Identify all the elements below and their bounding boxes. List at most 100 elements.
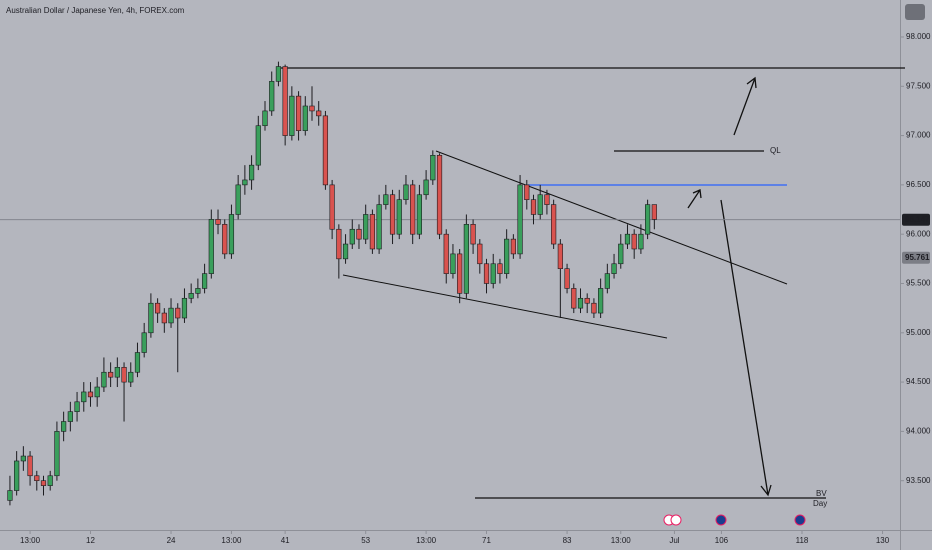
x-tick-label: 106	[715, 536, 729, 545]
candle-body	[47, 475, 53, 486]
candle-body	[121, 367, 127, 383]
candle-body	[302, 105, 308, 131]
price-label-box	[902, 213, 930, 226]
candle-body	[504, 238, 510, 274]
y-tick-label: 95.000	[906, 328, 931, 337]
candle-body	[262, 110, 268, 127]
candle-body	[618, 243, 624, 265]
candle-body	[483, 263, 490, 284]
candle-body	[168, 307, 174, 324]
candle-body	[40, 480, 47, 486]
price-label: 96.147	[905, 215, 930, 224]
candle-body	[235, 184, 241, 215]
y-tick-label: 97.500	[906, 81, 931, 90]
candle-body	[222, 224, 228, 255]
candle-body	[410, 184, 416, 235]
candle-body	[215, 219, 221, 225]
candle-body	[336, 228, 342, 260]
candle-body	[295, 95, 302, 131]
candle-body	[7, 490, 13, 501]
candle-body	[195, 288, 201, 294]
event-icon[interactable]	[794, 514, 806, 526]
candle-body	[530, 199, 537, 215]
drawings	[277, 67, 905, 499]
candle-body	[389, 194, 396, 235]
candle-body	[208, 219, 214, 274]
candle-body	[316, 110, 322, 117]
event-icon[interactable]	[670, 514, 682, 526]
candle-body	[275, 66, 282, 82]
candle-body	[181, 297, 188, 319]
candle-body	[101, 371, 107, 388]
candle-body	[524, 184, 530, 200]
y-tick-label: 94.500	[906, 377, 931, 386]
candle-body	[363, 214, 369, 240]
candle-body	[416, 194, 422, 235]
candle-body	[87, 391, 94, 398]
candle-body	[255, 125, 261, 166]
candle-body	[376, 204, 382, 250]
candle-body	[161, 312, 167, 324]
candle-body	[631, 233, 637, 250]
candle-body	[67, 411, 73, 422]
candle-body	[604, 273, 610, 289]
arrow	[733, 76, 757, 136]
candle-body	[443, 233, 449, 274]
x-tick-label: 53	[361, 536, 370, 545]
y-tick-label: 93.500	[906, 476, 931, 485]
candle-body	[349, 228, 355, 245]
event-icon[interactable]	[715, 514, 727, 526]
candle-body	[584, 297, 590, 304]
trend-line	[342, 274, 668, 339]
candle-body	[436, 155, 443, 235]
candle-body	[248, 164, 255, 181]
candle-body	[141, 332, 147, 353]
candle-body	[450, 253, 456, 274]
candle-body	[61, 421, 67, 432]
candle-body	[289, 95, 295, 136]
y-tick-label: 96.500	[906, 180, 931, 189]
price-label: 95.761	[905, 253, 930, 262]
candle-body	[611, 263, 617, 274]
x-tick-label: 41	[281, 536, 290, 545]
arrow	[687, 189, 702, 209]
candle-body	[591, 302, 597, 314]
candle-body	[269, 81, 275, 112]
candle-body	[369, 214, 376, 250]
y-tick-label: 97.000	[906, 131, 931, 140]
candle-body	[510, 238, 516, 255]
candle-body	[396, 199, 402, 235]
candle-body	[470, 224, 476, 245]
settings-button[interactable]	[905, 4, 925, 20]
candle-body	[577, 297, 584, 309]
candle-body	[430, 155, 436, 181]
candle-body	[537, 194, 543, 215]
x-tick-label: 12	[86, 536, 95, 545]
candle-body	[403, 184, 409, 200]
x-tick-label: 71	[482, 536, 491, 545]
candle-body	[463, 224, 469, 294]
candle-body	[14, 460, 20, 491]
x-tick-label: 13:00	[20, 536, 41, 545]
candle-body	[128, 371, 134, 383]
x-tick-label: 13:00	[416, 536, 437, 545]
candle-body	[356, 228, 362, 240]
x-tick-label: 24	[167, 536, 176, 545]
x-tick-label: 13:00	[611, 536, 632, 545]
candle-body	[638, 233, 644, 250]
candle-body	[598, 288, 604, 314]
price-label-box	[902, 251, 930, 264]
candle-body	[27, 455, 33, 477]
annotation: Day	[813, 499, 827, 508]
candle-body	[342, 243, 349, 260]
candle-body	[571, 288, 577, 309]
candle-body	[114, 367, 120, 378]
event-icons	[663, 514, 806, 526]
candle-body	[134, 352, 141, 373]
candle-body	[551, 204, 557, 245]
candle-body	[383, 194, 389, 205]
candle-body	[108, 371, 114, 378]
candle-body	[201, 273, 208, 289]
